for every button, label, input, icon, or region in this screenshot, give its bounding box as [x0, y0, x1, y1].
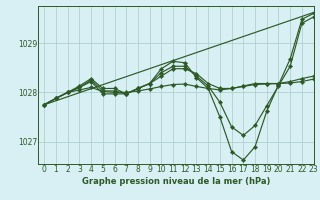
X-axis label: Graphe pression niveau de la mer (hPa): Graphe pression niveau de la mer (hPa): [82, 177, 270, 186]
